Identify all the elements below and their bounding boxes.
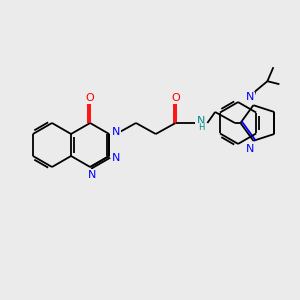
Text: N: N	[246, 144, 255, 154]
Text: H: H	[198, 124, 205, 133]
Text: N: N	[112, 127, 120, 137]
Text: N: N	[88, 170, 96, 180]
Text: O: O	[86, 93, 94, 103]
Text: N: N	[197, 116, 206, 126]
Text: N: N	[112, 153, 120, 163]
Text: N: N	[246, 92, 255, 102]
Text: O: O	[171, 93, 180, 103]
